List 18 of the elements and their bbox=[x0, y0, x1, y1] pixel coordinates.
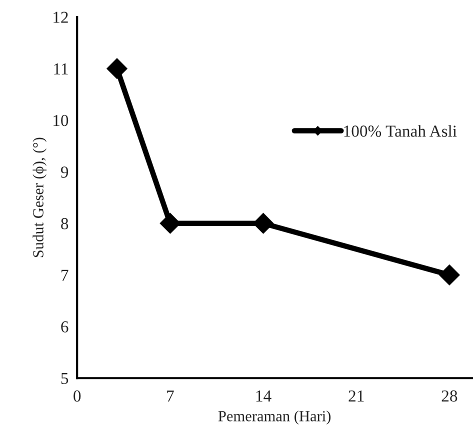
x-tick-label: 0 bbox=[74, 390, 81, 402]
y-tick-label: 6 bbox=[61, 321, 68, 332]
legend-label: 100% Tanah Asli bbox=[344, 125, 457, 137]
y-tick-label: 8 bbox=[61, 218, 68, 230]
y-axis-title: Sudut Geser (ϕ), (°) bbox=[32, 138, 47, 258]
x-tick-label: 14 bbox=[256, 390, 272, 402]
x-axis-title: Pemeraman (Hari) bbox=[218, 410, 331, 424]
y-tick-label: 7 bbox=[62, 270, 68, 281]
x-tick-label: 7 bbox=[167, 390, 174, 402]
point bbox=[439, 264, 460, 286]
y-tick-label: 5 bbox=[61, 372, 68, 384]
x-tick-label: 21 bbox=[348, 390, 364, 402]
y-tick-label: 12 bbox=[54, 12, 68, 23]
y-tick-label: 10 bbox=[54, 114, 68, 126]
point bbox=[106, 58, 128, 79]
y-tick-label: 9 bbox=[60, 166, 68, 178]
y-tick-label: 11 bbox=[54, 63, 68, 74]
x-tick-label: 28 bbox=[442, 390, 458, 402]
